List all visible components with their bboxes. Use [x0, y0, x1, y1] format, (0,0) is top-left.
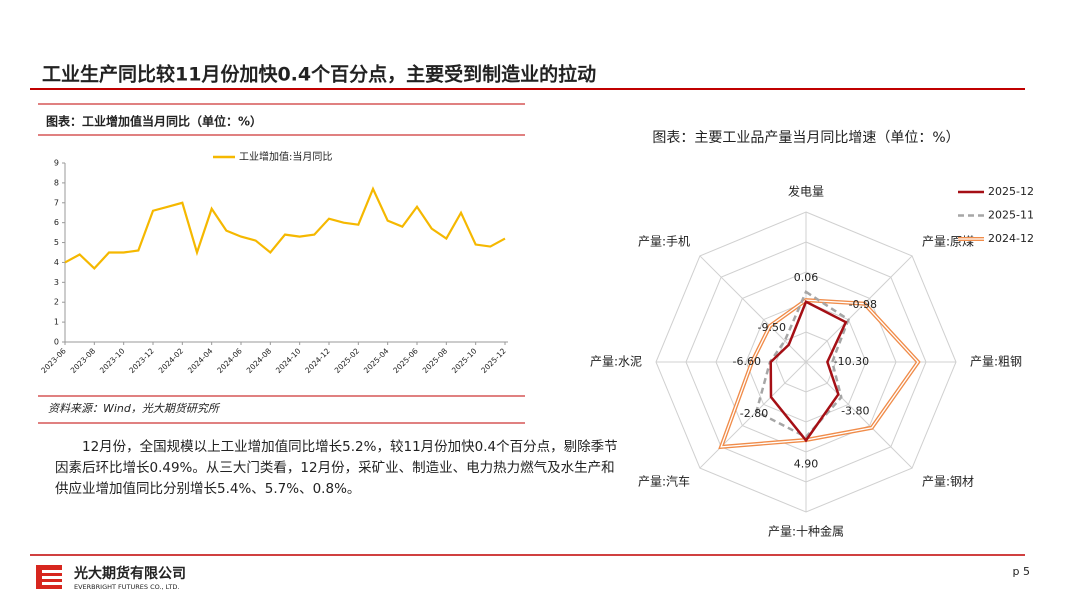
y-tick-label: 1: [54, 318, 59, 327]
y-tick-label: 7: [54, 198, 59, 207]
value-label: -0.98: [849, 298, 877, 311]
x-tick-label: 2024-10: [274, 346, 303, 375]
y-tick-label: 3: [54, 278, 59, 287]
category-label: 发电量: [788, 184, 824, 199]
y-tick-label: 2: [54, 298, 59, 307]
value-label: 4.90: [794, 457, 819, 470]
slide-title: 工业生产同比较11月份加快0.4个百分点，主要受到制造业的拉动: [42, 63, 596, 86]
company-name: 光大期货有限公司: [73, 565, 186, 582]
y-tick-label: 0: [54, 338, 59, 347]
x-tick-label: 2024-06: [215, 346, 244, 375]
x-tick-label: 2024-08: [245, 346, 274, 375]
chart-title: 图表：主要工业品产量当月同比增速（单位：%）: [652, 130, 959, 146]
value-label: -3.80: [841, 404, 869, 417]
x-tick-label: 2024-02: [157, 346, 186, 375]
x-tick-label: 2023-12: [127, 346, 156, 375]
legend-label: 2025-11: [988, 209, 1034, 222]
x-tick-label: 2024-12: [303, 346, 332, 375]
value-label: -6.60: [733, 355, 761, 368]
category-label: 产量:手机: [638, 234, 690, 248]
value-label: -2.80: [740, 407, 768, 420]
radar-spoke: [805, 255, 913, 363]
y-tick-label: 6: [54, 218, 59, 227]
x-tick-label: 2023-10: [98, 346, 127, 375]
radar-spoke: [805, 361, 913, 469]
category-label: 产量:水泥: [590, 355, 642, 369]
x-tick-label: 2023-06: [39, 346, 68, 375]
category-label: 产量:粗钢: [970, 355, 1022, 369]
value-label: 0.06: [794, 271, 819, 284]
x-tick-label: 2025-10: [450, 346, 479, 375]
value-label: -9.50: [758, 321, 786, 334]
radar-line: [769, 300, 848, 443]
body-paragraph: 12月份，全国规模以上工业增加值同比增长5.2%，较11月份加快0.4个百分点，…: [55, 439, 618, 497]
legend-label: 2025-12: [988, 185, 1034, 198]
chart-title: 图表：工业增加值当月同比（单位：%）: [46, 114, 262, 129]
x-tick-label: 2025-08: [421, 346, 450, 375]
category-label: 产量:汽车: [638, 474, 690, 489]
x-tick-label: 2025-06: [391, 346, 420, 375]
radar-line: [754, 290, 850, 439]
category-label: 产量:钢材: [922, 475, 974, 489]
legend-label: 2024-12: [988, 232, 1034, 245]
radar-spoke: [699, 361, 807, 469]
category-label: 产量:十种金属: [768, 524, 844, 539]
x-tick-label: 2025-02: [333, 346, 362, 375]
x-tick-label: 2025-12: [479, 346, 508, 375]
y-tick-label: 9: [54, 159, 59, 168]
x-tick-label: 2023-08: [69, 346, 98, 375]
category-label: 产量:原煤: [922, 234, 974, 248]
page-number: p 5: [1013, 565, 1030, 578]
company-logo: [36, 565, 62, 589]
y-tick-label: 4: [54, 258, 59, 267]
y-tick-label: 5: [54, 238, 59, 247]
legend-label: 工业增加值:当月同比: [239, 150, 332, 163]
x-tick-label: 2025-04: [362, 346, 391, 375]
value-label: -10.30: [834, 355, 869, 368]
x-tick-label: 2024-04: [186, 346, 215, 375]
y-tick-label: 8: [54, 178, 59, 187]
chart-source: 资料来源：Wind，光大期货研究所: [48, 402, 221, 415]
company-name-en: EVERBRIGHT FUTURES CO., LTD.: [74, 583, 179, 591]
data-line: [64, 186, 506, 270]
